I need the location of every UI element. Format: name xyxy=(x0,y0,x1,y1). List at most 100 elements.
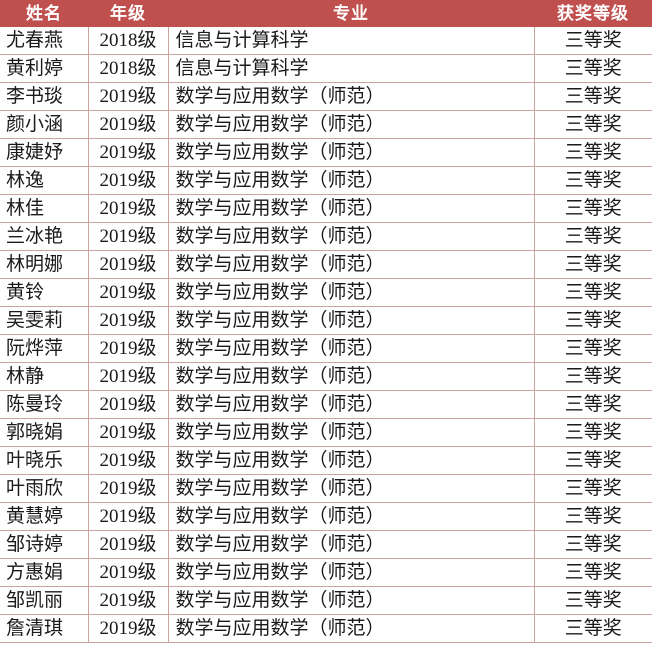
cell-award-level: 三等奖 xyxy=(534,614,652,643)
table-row: 黄铃 2019级 数学与应用数学（师范） 三等奖 xyxy=(0,278,652,307)
cell-student-name: 李书琰 xyxy=(0,82,89,111)
cell-major: 数学与应用数学（师范） xyxy=(168,334,535,363)
cell-major: 数学与应用数学（师范） xyxy=(168,362,535,391)
table-row: 邹诗婷 2019级 数学与应用数学（师范） 三等奖 xyxy=(0,530,652,559)
cell-major: 数学与应用数学（师范） xyxy=(168,558,535,587)
cell-student-name: 黄慧婷 xyxy=(0,502,89,531)
cell-student-name: 黄铃 xyxy=(0,278,89,307)
cell-grade: 2019级 xyxy=(88,362,169,391)
cell-grade: 2019级 xyxy=(88,110,169,139)
cell-award-level: 三等奖 xyxy=(534,390,652,419)
cell-grade: 2019级 xyxy=(88,222,169,251)
cell-grade: 2019级 xyxy=(88,502,169,531)
cell-grade: 2019级 xyxy=(88,558,169,587)
column-header-name: 姓名 xyxy=(0,0,88,27)
cell-major: 数学与应用数学（师范） xyxy=(168,306,535,335)
column-header-award: 获奖等级 xyxy=(534,0,652,27)
cell-award-level: 三等奖 xyxy=(534,418,652,447)
cell-student-name: 兰冰艳 xyxy=(0,222,89,251)
cell-grade: 2019级 xyxy=(88,474,169,503)
cell-grade: 2019级 xyxy=(88,166,169,195)
cell-award-level: 三等奖 xyxy=(534,334,652,363)
cell-major: 数学与应用数学（师范） xyxy=(168,278,535,307)
cell-major: 信息与计算科学 xyxy=(168,27,535,55)
cell-student-name: 林明娜 xyxy=(0,250,89,279)
table-row: 林佳 2019级 数学与应用数学（师范） 三等奖 xyxy=(0,194,652,223)
cell-major: 数学与应用数学（师范） xyxy=(168,82,535,111)
table-row: 李书琰 2019级 数学与应用数学（师范） 三等奖 xyxy=(0,82,652,111)
cell-award-level: 三等奖 xyxy=(534,502,652,531)
cell-major: 数学与应用数学（师范） xyxy=(168,418,535,447)
cell-major: 数学与应用数学（师范） xyxy=(168,390,535,419)
cell-grade: 2019级 xyxy=(88,278,169,307)
cell-major: 数学与应用数学（师范） xyxy=(168,222,535,251)
cell-student-name: 尤春燕 xyxy=(0,27,89,55)
cell-grade: 2018级 xyxy=(88,27,169,55)
table-row: 康婕妤 2019级 数学与应用数学（师范） 三等奖 xyxy=(0,138,652,167)
table-row: 詹清琪 2019级 数学与应用数学（师范） 三等奖 xyxy=(0,614,652,643)
cell-grade: 2019级 xyxy=(88,446,169,475)
cell-grade: 2019级 xyxy=(88,250,169,279)
cell-student-name: 詹清琪 xyxy=(0,614,89,643)
cell-student-name: 叶晓乐 xyxy=(0,446,89,475)
column-header-grade: 年级 xyxy=(88,0,168,27)
table-row: 方惠娟 2019级 数学与应用数学（师范） 三等奖 xyxy=(0,558,652,587)
cell-award-level: 三等奖 xyxy=(534,530,652,559)
cell-award-level: 三等奖 xyxy=(534,27,652,55)
cell-grade: 2019级 xyxy=(88,614,169,643)
cell-award-level: 三等奖 xyxy=(534,138,652,167)
cell-student-name: 叶雨欣 xyxy=(0,474,89,503)
cell-award-level: 三等奖 xyxy=(534,362,652,391)
cell-grade: 2019级 xyxy=(88,306,169,335)
cell-grade: 2019级 xyxy=(88,418,169,447)
cell-major: 数学与应用数学（师范） xyxy=(168,530,535,559)
cell-award-level: 三等奖 xyxy=(534,194,652,223)
cell-major: 数学与应用数学（师范） xyxy=(168,502,535,531)
cell-major: 数学与应用数学（师范） xyxy=(168,194,535,223)
cell-student-name: 林静 xyxy=(0,362,89,391)
cell-student-name: 阮烨萍 xyxy=(0,334,89,363)
cell-major: 数学与应用数学（师范） xyxy=(168,586,535,615)
cell-award-level: 三等奖 xyxy=(534,222,652,251)
table-row: 尤春燕 2018级 信息与计算科学 三等奖 xyxy=(0,27,652,55)
cell-award-level: 三等奖 xyxy=(534,250,652,279)
cell-award-level: 三等奖 xyxy=(534,446,652,475)
cell-student-name: 陈曼玲 xyxy=(0,390,89,419)
table-row: 邹凯丽 2019级 数学与应用数学（师范） 三等奖 xyxy=(0,586,652,615)
cell-grade: 2019级 xyxy=(88,334,169,363)
cell-grade: 2019级 xyxy=(88,82,169,111)
table-row: 兰冰艳 2019级 数学与应用数学（师范） 三等奖 xyxy=(0,222,652,251)
cell-award-level: 三等奖 xyxy=(534,54,652,83)
table-row: 叶雨欣 2019级 数学与应用数学（师范） 三等奖 xyxy=(0,474,652,503)
cell-student-name: 林佳 xyxy=(0,194,89,223)
cell-major: 数学与应用数学（师范） xyxy=(168,166,535,195)
table-row: 叶晓乐 2019级 数学与应用数学（师范） 三等奖 xyxy=(0,446,652,475)
table-row: 颜小涵 2019级 数学与应用数学（师范） 三等奖 xyxy=(0,110,652,139)
table-row: 林明娜 2019级 数学与应用数学（师范） 三等奖 xyxy=(0,250,652,279)
cell-award-level: 三等奖 xyxy=(534,474,652,503)
cell-grade: 2018级 xyxy=(88,54,169,83)
cell-student-name: 康婕妤 xyxy=(0,138,89,167)
cell-major: 数学与应用数学（师范） xyxy=(168,110,535,139)
cell-major: 数学与应用数学（师范） xyxy=(168,474,535,503)
cell-major: 数学与应用数学（师范） xyxy=(168,250,535,279)
table-row: 阮烨萍 2019级 数学与应用数学（师范） 三等奖 xyxy=(0,334,652,363)
cell-student-name: 邹诗婷 xyxy=(0,530,89,559)
cell-major: 信息与计算科学 xyxy=(168,54,535,83)
cell-student-name: 方惠娟 xyxy=(0,558,89,587)
cell-major: 数学与应用数学（师范） xyxy=(168,446,535,475)
cell-student-name: 黄利婷 xyxy=(0,54,89,83)
cell-grade: 2019级 xyxy=(88,530,169,559)
table-row: 林静 2019级 数学与应用数学（师范） 三等奖 xyxy=(0,362,652,391)
cell-award-level: 三等奖 xyxy=(534,558,652,587)
cell-grade: 2019级 xyxy=(88,586,169,615)
cell-student-name: 郭晓娟 xyxy=(0,418,89,447)
table-row: 陈曼玲 2019级 数学与应用数学（师范） 三等奖 xyxy=(0,390,652,419)
cell-grade: 2019级 xyxy=(88,194,169,223)
table-header: 姓名 年级 专业 获奖等级 xyxy=(0,0,652,27)
cell-award-level: 三等奖 xyxy=(534,306,652,335)
cell-major: 数学与应用数学（师范） xyxy=(168,138,535,167)
cell-award-level: 三等奖 xyxy=(534,110,652,139)
table-row: 郭晓娟 2019级 数学与应用数学（师范） 三等奖 xyxy=(0,418,652,447)
